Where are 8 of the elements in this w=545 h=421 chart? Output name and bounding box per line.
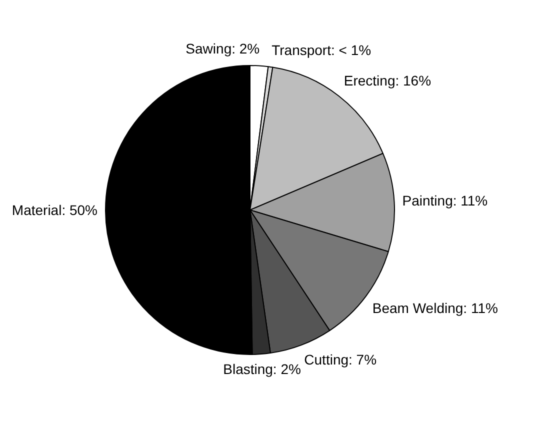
slice-label: Material: 50% (12, 202, 98, 218)
slice-label: Sawing: 2% (186, 40, 260, 57)
slice-label: Painting: 11% (402, 192, 488, 208)
slice-label: Beam Welding: 11% (372, 300, 498, 316)
slice-label: Blasting: 2% (223, 360, 301, 377)
slice-label: Transport: < 1% (272, 42, 372, 58)
slice-label: Erecting: 16% (344, 72, 432, 89)
slice-label: Cutting: 7% (304, 351, 377, 368)
